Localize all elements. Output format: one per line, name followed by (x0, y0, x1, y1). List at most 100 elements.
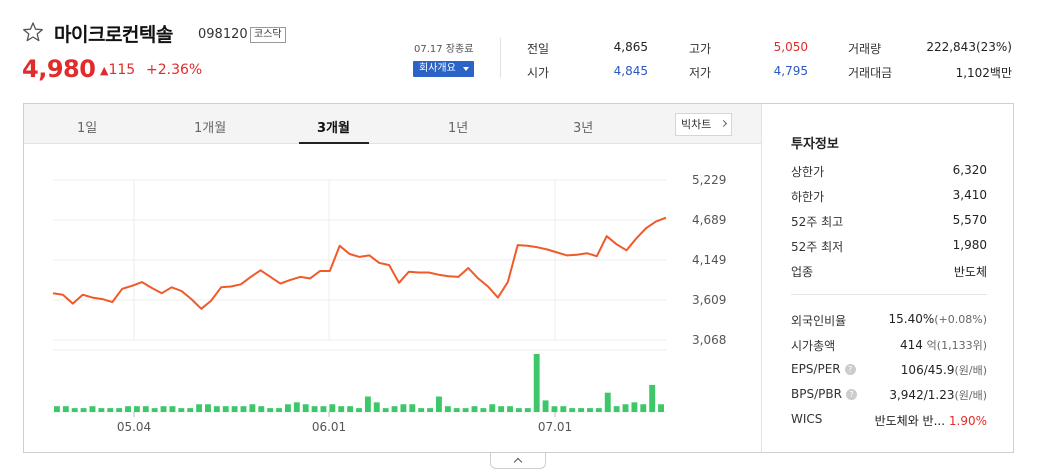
price-chart[interactable]: 5,229 4,689 4,149 3,609 3,068 05.04 06.01 07.01 (24, 144, 761, 452)
foreign-ratio: 15.40% (888, 312, 935, 326)
market-status: 07.17 장종료 (414, 44, 474, 55)
high52-label: 52주 최고 (791, 215, 844, 229)
chevron-right-icon (719, 119, 728, 128)
mktcap-value: 414 억(1,133위) (900, 337, 987, 353)
tab-1y[interactable]: 1년 (448, 121, 469, 136)
bps-value: 3,942/1.23(원/배) (889, 387, 987, 403)
volume-bar (524, 408, 531, 412)
tab-1m[interactable]: 1개월 (194, 121, 227, 136)
investment-info: 투자정보 상한가 6,320 하한가 3,410 52주 최고 5,570 52… (761, 104, 1013, 452)
volume-bar (98, 408, 105, 412)
volume-bar (631, 402, 638, 412)
volume-bar (515, 408, 522, 412)
bps-unit: (원/배) (954, 389, 987, 402)
tab-3y[interactable]: 3년 (573, 121, 594, 136)
volume-bar (595, 408, 602, 412)
volume-bar (569, 408, 576, 412)
volume-label: 거래량 (848, 42, 882, 56)
volume-bar (462, 408, 469, 412)
volume-bar (222, 406, 229, 412)
volume-bar (391, 406, 398, 412)
company-overview-label: 회사개요 (419, 63, 456, 74)
eps-label-text: EPS/PER (791, 362, 841, 376)
eps-label: EPS/PER? (791, 362, 856, 376)
chart-panel: 1일 1개월 3개월 1년 3년 빅차트 5,229 4,689 4,149 3,60… (23, 103, 1014, 453)
price-change: ▲115 (100, 62, 135, 78)
volume-bar (533, 354, 540, 412)
volume-bar (80, 408, 87, 412)
prev-close-value: 4,865 (613, 40, 648, 54)
divider (791, 294, 987, 295)
volume-bar (231, 406, 238, 412)
up-arrow-icon: ▲ (100, 64, 109, 77)
volume-bar (507, 406, 513, 412)
tab-1d[interactable]: 1일 (77, 121, 98, 136)
volume-bar (205, 404, 211, 412)
volume-bar (400, 404, 407, 412)
volume-bar (551, 406, 558, 412)
mktcap-label: 시가총액 (791, 339, 836, 353)
mktcap-unit: 억(1,133위) (926, 339, 987, 352)
y-tick-label: 4,149 (692, 253, 726, 267)
wics-label: WICS (791, 412, 823, 426)
low52-value: 1,980 (952, 238, 987, 252)
sector-value[interactable]: 반도체 (953, 265, 987, 279)
help-icon[interactable]: ? (845, 389, 857, 400)
chevron-up-icon (513, 457, 523, 467)
high-label: 고가 (689, 42, 712, 56)
eps-number: 106/45.9 (900, 363, 955, 377)
foreign-change: (+0.08%) (934, 313, 987, 326)
volume-bar (409, 404, 416, 412)
lower-limit-value: 3,410 (952, 188, 987, 202)
tab-3m[interactable]: 3개월 (317, 121, 350, 136)
big-chart-label: 빅차트 (681, 118, 712, 131)
star-icon[interactable] (22, 21, 44, 43)
volume-bar (267, 408, 274, 412)
volume-bar (498, 406, 505, 412)
volume-bar (107, 408, 114, 412)
price-line (52, 216, 667, 310)
volume-bar (258, 406, 265, 412)
volume-bar (116, 408, 123, 412)
sector-label: 업종 (791, 265, 814, 279)
y-tick-label: 3,609 (692, 293, 726, 307)
volume-bar (125, 406, 131, 412)
volume-bar (444, 406, 451, 412)
foreign-label: 외국인비율 (791, 314, 847, 328)
volume-bar (560, 406, 567, 412)
bps-label-text: BPS/PBR (791, 387, 842, 401)
volume-bar (453, 408, 460, 412)
eps-unit: (원/배) (954, 364, 987, 377)
volume-bar (89, 406, 96, 412)
wics-value[interactable]: 반도체와 반... 1.90% (875, 412, 987, 429)
volume-bar (187, 408, 194, 412)
volume-bar (338, 406, 345, 412)
big-chart-button[interactable]: 빅차트 (675, 113, 732, 136)
company-overview-button[interactable]: 회사개요 (413, 61, 474, 77)
volume-bar (622, 404, 629, 412)
open-value: 4,845 (613, 64, 648, 78)
volume-bar (658, 404, 664, 412)
upper-limit-label: 상한가 (791, 165, 825, 179)
volume-bar (373, 402, 380, 412)
volume-bar (133, 406, 140, 412)
volume-bar (293, 402, 300, 412)
volume-bar (160, 406, 167, 412)
mktcap-number: 414 (899, 338, 923, 352)
divider (500, 38, 501, 78)
volume-bar (364, 396, 371, 412)
current-price: 4,980 (22, 55, 96, 83)
volume-value: 222,843(23%) (926, 40, 1012, 54)
volume-bar (169, 406, 176, 412)
volume-bar (276, 408, 282, 412)
period-tabs: 1일 1개월 3개월 1년 3년 빅차트 (24, 104, 761, 144)
help-icon[interactable]: ? (844, 364, 856, 375)
volume-bar (427, 408, 434, 412)
x-tick-label: 06.01 (312, 420, 346, 434)
amount-value: 1,102백만 (955, 66, 1012, 80)
collapse-toggle[interactable] (490, 453, 546, 469)
low-label: 저가 (689, 66, 712, 80)
volume-bar (196, 404, 203, 412)
low52-label: 52주 최저 (791, 240, 844, 254)
volume-bar (142, 406, 149, 412)
